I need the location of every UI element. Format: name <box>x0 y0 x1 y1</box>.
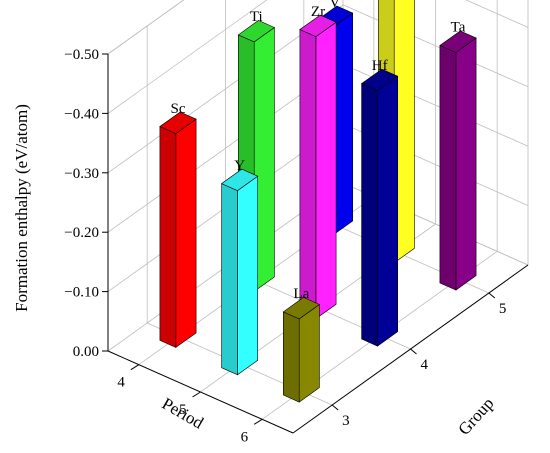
bar-label: La <box>293 286 309 302</box>
bar-layer <box>159 0 477 403</box>
y-tick-label: −0.40 <box>64 106 99 122</box>
bar-top-face <box>220 168 259 191</box>
bar-hf <box>360 68 399 347</box>
y-tick-label: −0.10 <box>64 285 99 301</box>
period-tick-mark <box>253 418 263 425</box>
bar-side-face <box>439 44 457 291</box>
bar-front-face <box>237 175 259 376</box>
group-tick-label: 4 <box>421 357 429 373</box>
group-tick-mark <box>488 292 496 299</box>
axis-layer: 0.00 −0.10 −0.20 −0.30 −0.40 −0.50 4 5 6 3 4 5 <box>64 47 529 445</box>
bar-front-face <box>377 75 399 347</box>
period-axis-title: Period <box>159 394 207 433</box>
bar-y <box>220 168 259 376</box>
bar-front-face <box>315 21 337 320</box>
y-axis-title: Formation enthalpy (eV/atom) <box>12 104 31 312</box>
bar-side-face <box>299 29 317 320</box>
bar-top-face <box>299 14 337 37</box>
bar-label: Ti <box>250 9 263 25</box>
y-tick-label: 0.00 <box>73 344 99 360</box>
bar-label: V <box>329 0 340 11</box>
bar-top-face <box>360 68 399 92</box>
group-tick-label: 3 <box>342 413 350 429</box>
bar-side-face <box>221 183 238 376</box>
period-tick-label: 5 <box>179 402 187 418</box>
group-axis-title: Group <box>454 394 497 439</box>
bar-ta <box>439 30 477 291</box>
bar-label: Y <box>234 158 245 174</box>
bar-top-face <box>159 111 197 134</box>
bar-zr <box>299 14 337 320</box>
group-tick-label: 5 <box>499 301 507 317</box>
bar-top-face <box>439 30 477 53</box>
period-tick-label: 6 <box>241 429 249 445</box>
bar-label: Sc <box>171 101 186 117</box>
period-tick-label: 4 <box>117 375 125 391</box>
bar-front-face <box>455 37 477 291</box>
y-tick-label: −0.50 <box>64 47 99 63</box>
bar-label: Ta <box>451 20 466 36</box>
group-tick-mark <box>410 348 417 355</box>
bar-front-face <box>298 303 320 403</box>
bar-top-face <box>282 297 321 320</box>
bar-label: Hf <box>372 58 388 74</box>
bar-top-face <box>237 20 276 43</box>
bar-label: Zr <box>311 4 325 20</box>
bar-side-face <box>282 311 300 403</box>
y-tick-label: −0.30 <box>64 166 99 182</box>
box-edge <box>107 0 185 55</box>
bar-front-face <box>175 118 197 348</box>
period-tick-mark <box>192 391 201 398</box>
period-tick-mark <box>130 364 140 371</box>
bar-side-face <box>159 126 177 348</box>
bar-la <box>282 297 321 403</box>
group-tick-mark <box>331 404 339 411</box>
bar-side-face <box>361 83 378 347</box>
label-layer: VNbTiScZrTaYHfLa <box>171 0 466 302</box>
y-tick-label: −0.20 <box>64 225 99 241</box>
bar-sc <box>159 111 197 348</box>
